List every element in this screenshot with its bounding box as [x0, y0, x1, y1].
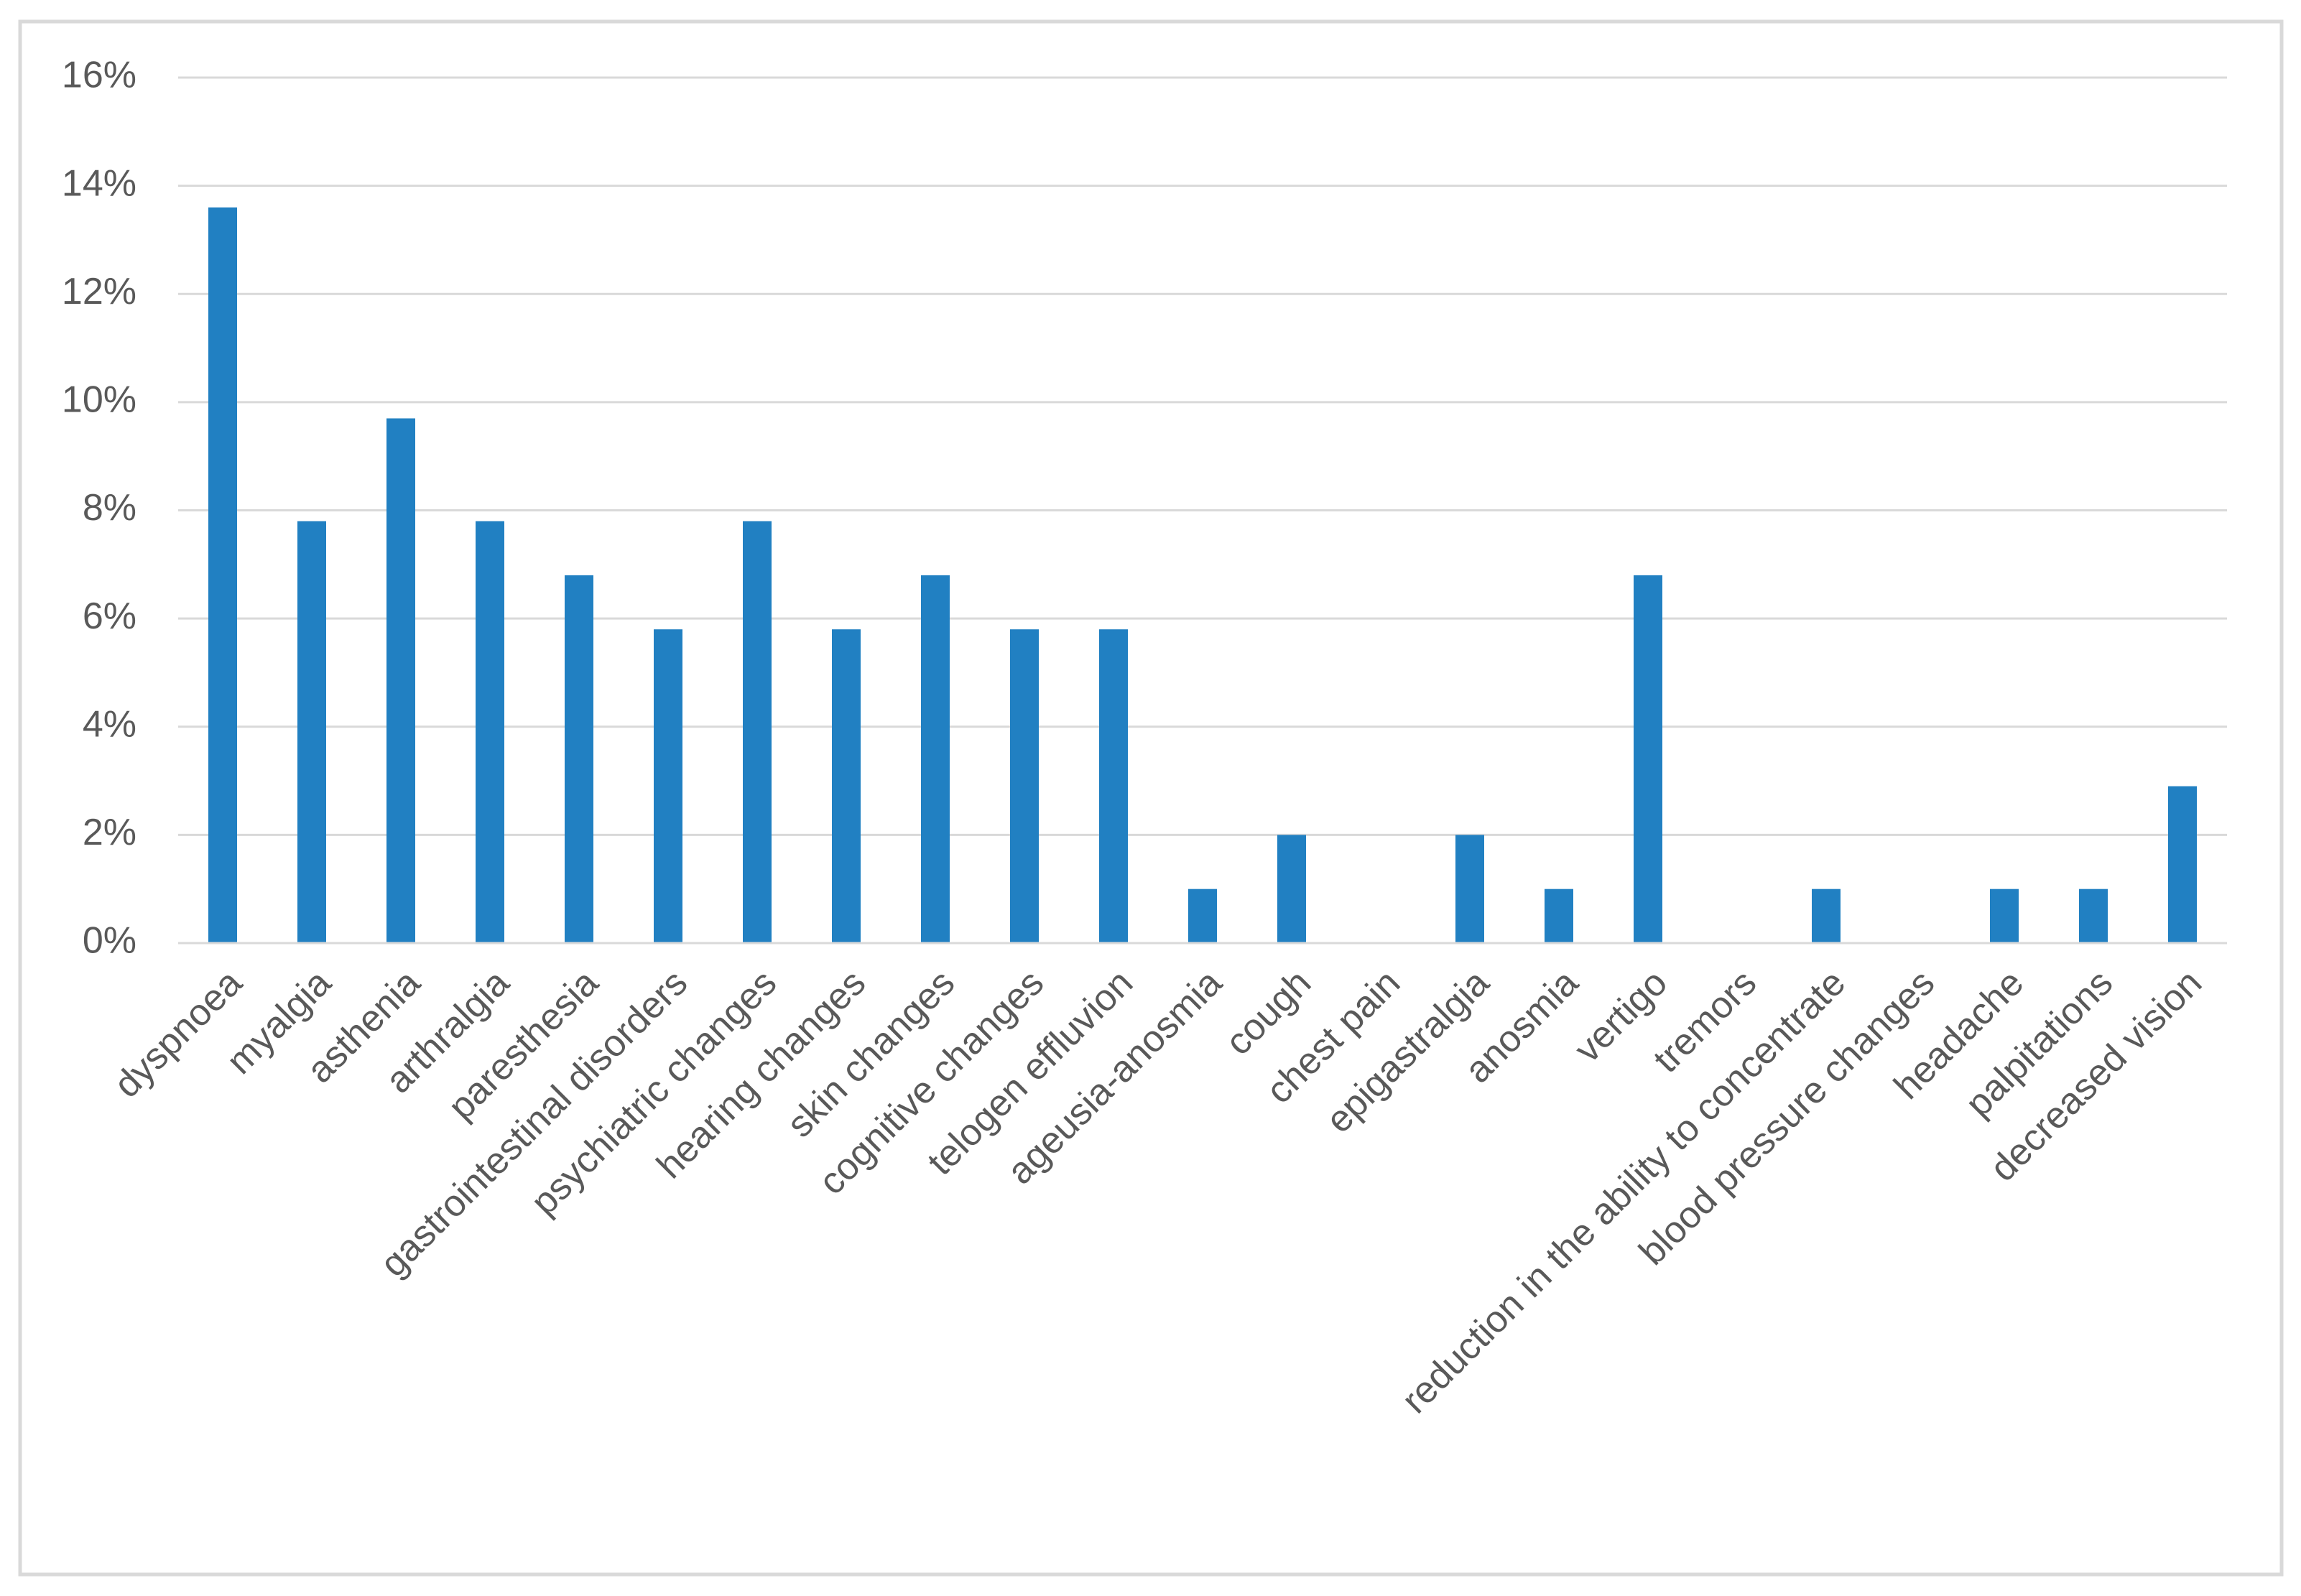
bar — [1099, 629, 1128, 943]
bar — [1545, 889, 1573, 943]
bar — [1010, 629, 1039, 943]
bar — [476, 521, 504, 943]
bar — [743, 521, 772, 943]
bar — [2168, 786, 2197, 943]
y-tick-label: 12% — [62, 271, 136, 312]
chart-border — [18, 19, 2284, 1577]
bar — [1812, 889, 1841, 943]
y-axis-tick-labels: 0% 2% 4% 6% 8% 10% 12% 14% 16% — [62, 55, 136, 962]
bar — [1634, 575, 1662, 943]
bar — [297, 521, 326, 943]
bar — [1455, 835, 1484, 943]
bar — [1277, 835, 1306, 943]
bar — [654, 629, 682, 943]
bars — [208, 207, 2197, 943]
y-tick-label: 8% — [83, 487, 136, 529]
y-tick-label: 14% — [62, 162, 136, 204]
bar — [921, 575, 950, 943]
y-tick-label: 16% — [62, 55, 136, 96]
y-tick-label: 4% — [83, 703, 136, 745]
bar — [2079, 889, 2108, 943]
bar — [208, 207, 237, 943]
bar — [386, 418, 415, 943]
y-tick-label: 0% — [83, 920, 136, 962]
bar — [832, 629, 861, 943]
bar — [1188, 889, 1217, 943]
bar — [1990, 889, 2019, 943]
y-tick-label: 6% — [83, 595, 136, 637]
y-tick-label: 2% — [83, 812, 136, 853]
y-tick-label: 10% — [62, 379, 136, 421]
bar — [565, 575, 593, 943]
gridlines — [178, 76, 2227, 836]
